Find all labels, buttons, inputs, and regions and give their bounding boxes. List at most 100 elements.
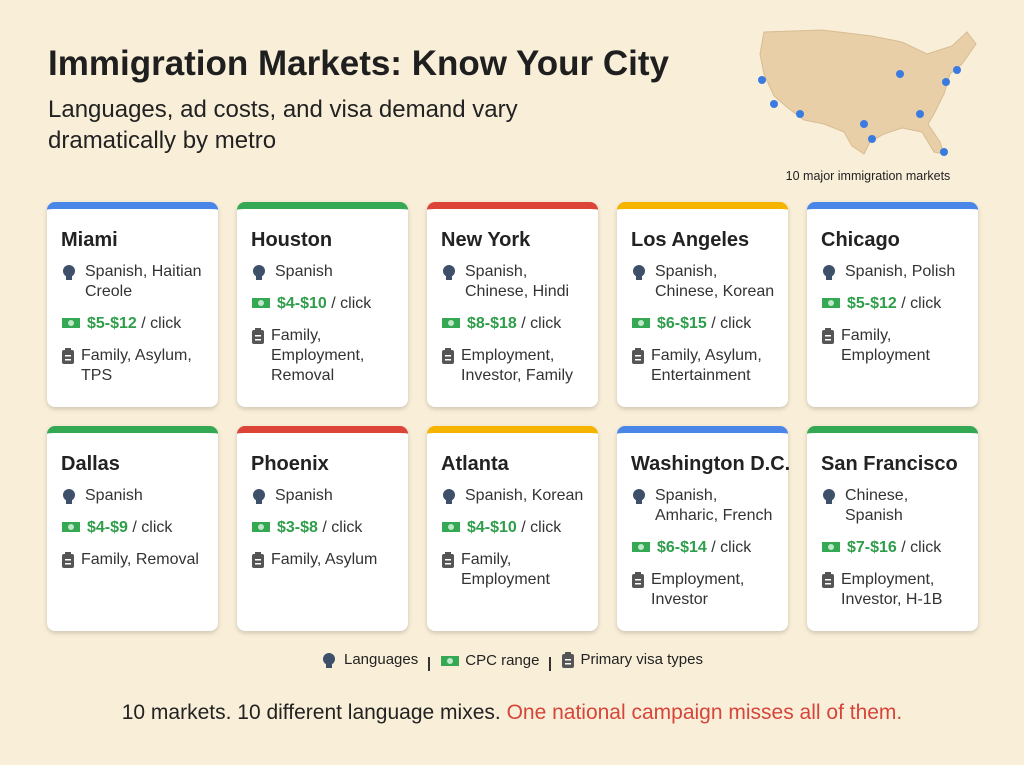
cpc-range: $4-$10 [467, 519, 517, 536]
city-name: Houston [251, 229, 333, 251]
languages: Chinese, Spanish [845, 487, 909, 524]
cpc-text: $5-$12 / click [87, 314, 181, 334]
visas-row: Family, Employment, Removal [251, 326, 396, 386]
cpc-row: $5-$12 / click [61, 314, 206, 334]
icon [443, 489, 455, 504]
languages-row: Chinese, Spanish [821, 486, 966, 526]
icon [822, 572, 834, 588]
footer: 10 markets. 10 different language mixes.… [0, 701, 1024, 725]
cpc-range: $8-$18 [467, 315, 517, 332]
visa-types: Employment, Investor, Family [461, 347, 574, 384]
visas-row: Family, Employment [821, 326, 966, 366]
icon [442, 522, 460, 532]
map-caption: 10 major immigration markets [785, 169, 951, 183]
legend: Languages CPC range Primary visa types [0, 651, 1024, 672]
cpc-row: $6-$14 / click [631, 538, 776, 558]
visa-types: Family, Asylum, TPS [81, 347, 192, 384]
card-grid: Miami Spanish, Haitian Creole $5-$12 / cli… [47, 202, 978, 631]
city-card: New York Spanish, Chinese, Hindi $8-$18 / … [427, 202, 598, 407]
languages-row: Spanish, Chinese, Hindi [441, 262, 586, 302]
cpc-row: $8-$18 / click [441, 314, 586, 334]
cpc-unit: / click [331, 295, 372, 312]
languages: Spanish, Haitian Creole [85, 263, 202, 300]
icon [822, 328, 834, 344]
icon [632, 572, 644, 588]
city-name: San Francisco [821, 453, 958, 475]
cpc-row: $4-$10 / click [441, 518, 586, 538]
city-card: Phoenix Spanish $3-$8 / click Family, Asylu… [237, 426, 408, 631]
visa-types: Family, Removal [81, 551, 199, 568]
city-name: Atlanta [441, 453, 509, 475]
city-name: Chicago [821, 229, 900, 251]
title: Immigration Markets: Know Your City [48, 44, 670, 83]
cpc-range: $4-$10 [277, 295, 327, 312]
icon [252, 298, 270, 308]
icon [442, 348, 454, 364]
icon [633, 489, 645, 504]
city-name: Phoenix [251, 453, 329, 475]
visa-types: Family, Employment [841, 327, 930, 364]
cpc-row: $7-$16 / click [821, 538, 966, 558]
icon [632, 348, 644, 364]
subtitle: Languages, ad costs, and visa demand var… [48, 96, 518, 154]
cpc-range: $6-$14 [657, 539, 707, 556]
cpc-text: $6-$14 / click [657, 538, 751, 558]
city-name: Washington D.C. [631, 453, 791, 475]
icon [442, 318, 460, 328]
icon [633, 265, 645, 280]
cpc-range: $4-$9 [87, 519, 128, 536]
icon [63, 489, 75, 504]
languages: Spanish, Chinese, Korean [655, 263, 775, 300]
icon [632, 318, 650, 328]
icon [562, 651, 575, 668]
city-card: Los Angeles Spanish, Chinese, Korean $6-$1… [617, 202, 788, 407]
visa-types: Family, Asylum [271, 551, 378, 568]
languages: Spanish, Amharic, French [655, 487, 773, 524]
legend-item: CPC range [440, 652, 539, 669]
languages: Spanish [85, 487, 143, 504]
city-name: New York [441, 229, 531, 251]
languages: Spanish, Chinese, Hindi [465, 263, 570, 300]
languages-row: Spanish [251, 262, 396, 282]
cpc-text: $4-$10 / click [277, 294, 371, 314]
languages-row: Spanish, Chinese, Korean [631, 262, 776, 302]
cpc-text: $7-$16 / click [847, 538, 941, 558]
cpc-row: $6-$15 / click [631, 314, 776, 334]
city-card: Miami Spanish, Haitian Creole $5-$12 / cli… [47, 202, 218, 407]
languages-row: Spanish, Haitian Creole [61, 262, 206, 302]
icon [632, 542, 650, 552]
legend-label: CPC range [465, 652, 540, 669]
icon [252, 328, 264, 344]
footer-statement: 10 markets. 10 different language mixes. [121, 701, 501, 724]
icon [252, 552, 264, 568]
visa-types: Employment, Investor [651, 571, 745, 608]
visas-row: Family, Asylum, TPS [61, 346, 206, 386]
cpc-range: $5-$12 [847, 295, 897, 312]
icon [62, 318, 80, 328]
languages-row: Spanish [61, 486, 206, 506]
separator [549, 656, 552, 671]
languages-row: Spanish, Amharic, French [631, 486, 776, 526]
cpc-unit: / click [521, 519, 562, 536]
languages: Spanish, Polish [845, 263, 956, 280]
visas-row: Employment, Investor, Family [441, 346, 586, 386]
legend-label: Languages [344, 651, 419, 668]
city-card: Dallas Spanish $4-$9 / click Family, Remova… [47, 426, 218, 631]
cpc-unit: / click [901, 539, 942, 556]
languages-row: Spanish, Korean [441, 486, 586, 506]
icon [253, 489, 265, 504]
cpc-unit: / click [322, 519, 363, 536]
city-name: Los Angeles [631, 229, 750, 251]
cpc-text: $3-$8 / click [277, 518, 362, 538]
icon [441, 655, 460, 666]
cpc-text: $4-$10 / click [467, 518, 561, 538]
cpc-row: $3-$8 / click [251, 518, 396, 538]
legend-item: Primary visa types [561, 651, 703, 668]
cpc-unit: / click [521, 315, 562, 332]
visas-row: Family, Asylum [251, 550, 396, 570]
city-card: Houston Spanish $4-$10 / click Family, Empl… [237, 202, 408, 407]
languages-row: Spanish [251, 486, 396, 506]
icon [62, 522, 80, 532]
city-card: Washington D.C. Spanish, Amharic, French $… [617, 426, 791, 631]
